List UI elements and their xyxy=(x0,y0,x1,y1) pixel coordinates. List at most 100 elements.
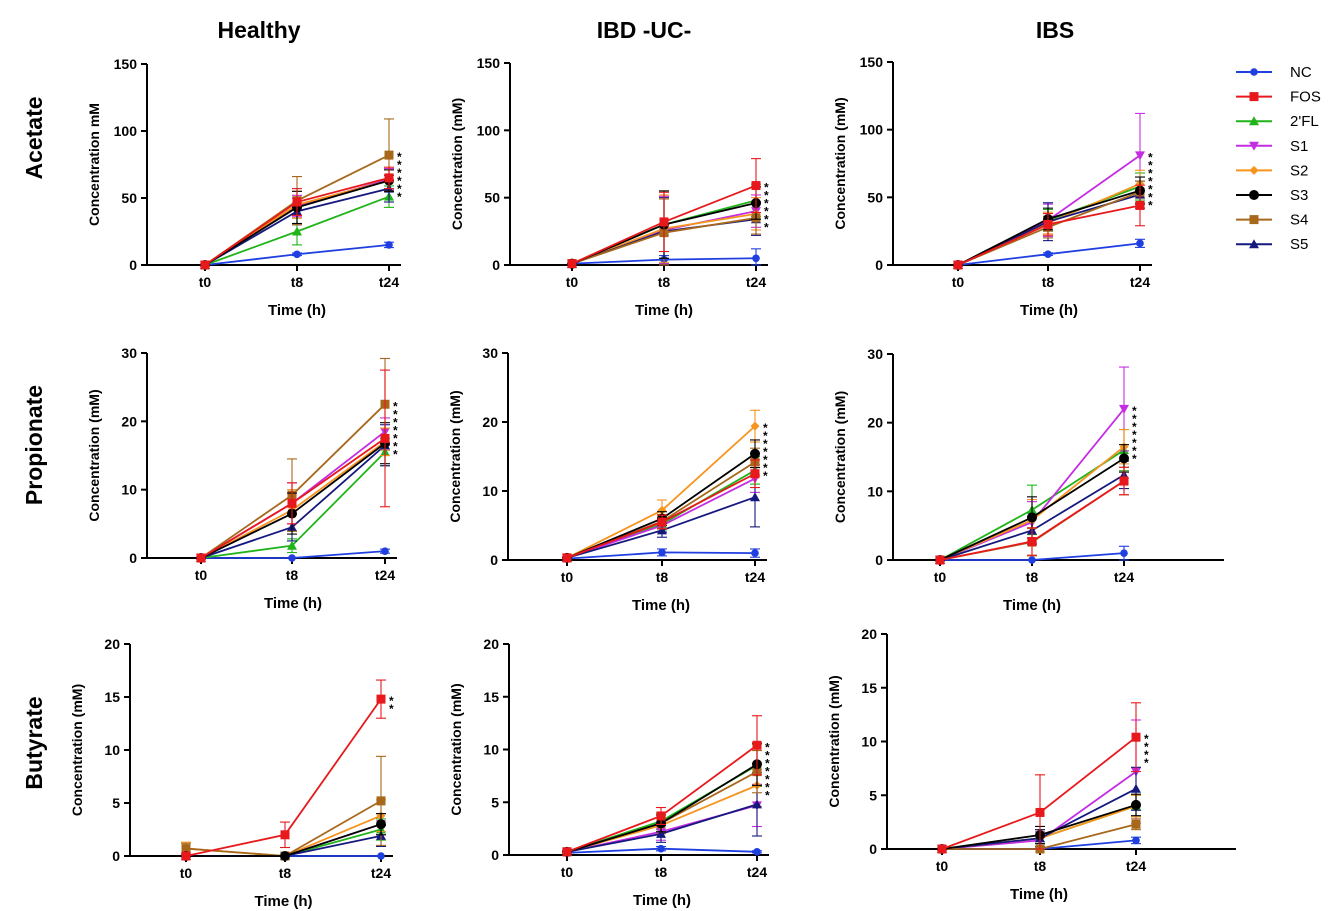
significance-asterisk: * xyxy=(389,694,394,708)
data-point xyxy=(1119,476,1129,486)
data-point xyxy=(657,844,665,853)
x-tick-label: t8 xyxy=(286,567,299,583)
y-axis-label: Concentration (mM) xyxy=(832,391,848,523)
data-point xyxy=(1131,783,1141,793)
row-title-propionate: Propionate xyxy=(21,385,47,505)
significance-asterisk: * xyxy=(1132,412,1137,426)
series-nc xyxy=(954,238,1145,269)
series-fos xyxy=(200,166,394,270)
significance-asterisk: * xyxy=(1132,452,1137,466)
data-point xyxy=(657,505,667,515)
panel-1-2: 0 10 20 30 t0 t8 t24 Time (h) Concentration (mM)… xyxy=(832,346,1224,614)
data-point xyxy=(752,740,762,750)
data-point xyxy=(292,226,302,236)
column-title-ibd-uc: IBD -UC- xyxy=(597,17,692,43)
x-tick-label: t0 xyxy=(199,274,212,290)
data-point xyxy=(562,847,572,857)
data-point xyxy=(656,828,666,838)
legend-item-s5: S5 xyxy=(1236,236,1308,253)
y-tick-label: 100 xyxy=(860,122,884,138)
x-tick-label: t24 xyxy=(1126,858,1146,874)
y-tick-label: 0 xyxy=(869,841,877,857)
significance-asterisk: * xyxy=(1132,428,1137,442)
data-point xyxy=(293,250,301,259)
legend-item-s4: S4 xyxy=(1236,212,1308,229)
data-point xyxy=(567,259,577,269)
significance-asterisk: * xyxy=(393,447,398,461)
significance-asterisk: * xyxy=(763,453,768,467)
series-s4 xyxy=(181,755,386,861)
significance-asterisk: * xyxy=(765,740,770,754)
x-tick-label: t0 xyxy=(561,864,574,880)
y-axis-label: Concentration (mM) xyxy=(832,97,848,229)
y-axis-label: Concentration (mM) xyxy=(69,684,85,816)
significance-asterisk: * xyxy=(1148,158,1153,172)
significance-asterisk: * xyxy=(1144,756,1149,770)
series-fos xyxy=(567,158,761,269)
y-tick-label: 0 xyxy=(490,552,498,568)
panel-0-2: 0 50 100 150 t0 t8 t24 Time (h) Concentration (m… xyxy=(832,54,1153,319)
significance-asterisk: * xyxy=(763,437,768,451)
y-tick-label: 0 xyxy=(129,550,137,566)
significance-asterisk: * xyxy=(1148,198,1153,212)
y-tick-label: 0 xyxy=(112,848,120,864)
y-tick-label: 15 xyxy=(483,689,499,705)
x-tick-label: t8 xyxy=(656,569,669,585)
panel-2-1: 0 5 10 15 20 t0 t8 t24 Time (h) Concentration (mM… xyxy=(448,636,770,909)
data-point xyxy=(280,851,290,861)
y-tick-label: 5 xyxy=(112,795,120,811)
data-point xyxy=(181,851,191,861)
x-tick-label: t0 xyxy=(561,569,574,585)
x-tick-label: t0 xyxy=(934,569,947,585)
legend-item-nc: NC xyxy=(1236,64,1312,81)
column-title-healthy: Healthy xyxy=(217,17,300,43)
column-title-ibs: IBS xyxy=(1036,17,1074,43)
data-point xyxy=(376,694,386,704)
y-axis-label: Concentration (mM) xyxy=(448,683,464,815)
legend-marker xyxy=(1249,165,1259,175)
data-point xyxy=(1131,799,1141,810)
data-point xyxy=(292,197,302,207)
significance-asterisk: * xyxy=(1132,436,1137,450)
panel-0-1: 0 50 100 150 t0 t8 t24 Time (h) Concentration (m… xyxy=(449,55,769,319)
y-tick-label: 20 xyxy=(861,626,877,642)
legend-marker xyxy=(1249,239,1259,249)
significance-asterisk: * xyxy=(1132,404,1137,418)
significance-asterisk: * xyxy=(393,431,398,445)
data-point xyxy=(750,469,760,479)
legend-label: FOS xyxy=(1290,89,1321,106)
data-point xyxy=(752,799,762,809)
data-point xyxy=(1136,239,1144,248)
legend-label: S1 xyxy=(1290,138,1308,155)
data-point xyxy=(753,848,761,856)
y-tick-label: 30 xyxy=(121,345,137,361)
significance-asterisk: * xyxy=(1144,732,1149,746)
y-axis-label: Concentration (mM) xyxy=(447,390,463,522)
significance-asterisk: * xyxy=(393,415,398,429)
y-tick-label: 10 xyxy=(867,483,883,499)
panel-1-0: 0 10 20 30 t0 t8 t24 Time (h) Concentration (mM)… xyxy=(86,345,398,612)
significance-asterisk: * xyxy=(1148,182,1153,196)
data-point xyxy=(384,150,394,160)
legend-marker xyxy=(1249,190,1259,200)
data-point xyxy=(181,844,191,854)
data-point xyxy=(196,553,206,563)
data-point xyxy=(750,492,760,502)
data-point xyxy=(376,796,386,806)
legend-item-2fl: 2'FL xyxy=(1236,113,1319,130)
significance-asterisk: * xyxy=(397,182,402,196)
significance-asterisk: * xyxy=(763,445,768,459)
significance-asterisk: * xyxy=(393,423,398,437)
x-tick-label: t8 xyxy=(658,274,671,290)
significance-asterisk: * xyxy=(764,213,769,227)
significance-asterisk: * xyxy=(397,174,402,188)
significance-asterisk: * xyxy=(765,764,770,778)
y-tick-label: 20 xyxy=(867,415,883,431)
significance-asterisk: * xyxy=(1132,420,1137,434)
x-tick-label: t24 xyxy=(745,569,765,585)
x-tick-label: t0 xyxy=(195,567,208,583)
data-point xyxy=(1119,453,1129,464)
legend-item-fos: FOS xyxy=(1236,89,1321,106)
x-tick-label: t8 xyxy=(1026,569,1039,585)
